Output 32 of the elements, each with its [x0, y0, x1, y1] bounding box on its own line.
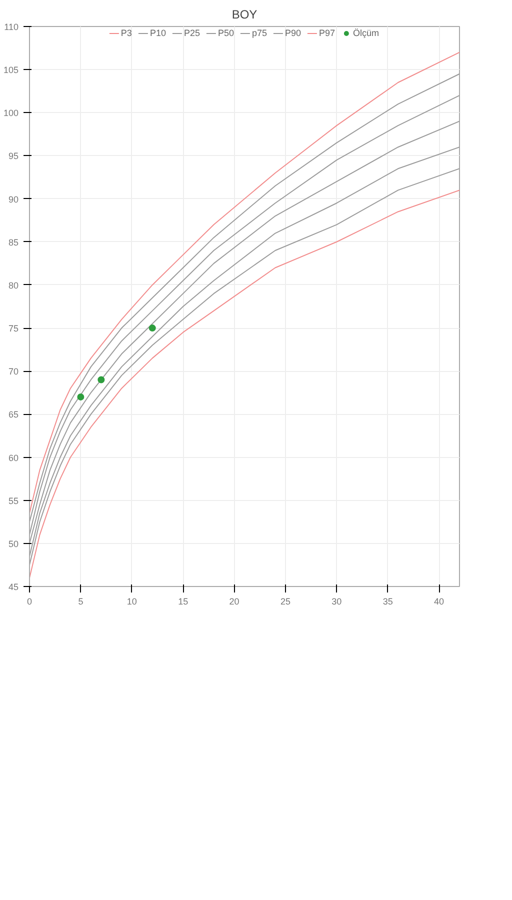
legend-label: P25	[184, 28, 200, 38]
y-tick-label: 50	[8, 538, 19, 549]
x-tick-label: 20	[229, 596, 240, 606]
legend-label: p75	[252, 28, 268, 38]
legend-label: P10	[150, 28, 166, 38]
y-tick-label: 95	[8, 151, 19, 162]
y-tick-label: 80	[8, 280, 19, 290]
x-tick-label: 10	[126, 596, 137, 606]
x-tick-label: 25	[280, 596, 290, 606]
y-tick-label: 105	[3, 65, 19, 76]
y-tick-label: 55	[8, 496, 19, 506]
y-tick-label: 110	[4, 22, 19, 32]
legend-label: P90	[285, 28, 302, 38]
chart-title: BOY	[232, 8, 258, 22]
y-tick-label: 90	[8, 194, 19, 204]
y-tick-label: 65	[8, 410, 19, 420]
y-tick-label: 85	[8, 237, 19, 248]
y-tick-label: 100	[3, 108, 19, 118]
x-tick-label: 35	[382, 596, 393, 606]
x-tick-label: 5	[78, 596, 84, 606]
legend-label: P97	[319, 28, 336, 38]
y-tick-label: 75	[8, 324, 19, 334]
x-tick-label: 30	[332, 596, 342, 606]
y-tick-label: 45	[8, 582, 19, 592]
x-tick-label: 15	[178, 596, 188, 606]
legend-label: Ölçüm	[353, 28, 380, 38]
y-tick-label: 60	[8, 452, 19, 463]
y-tick-label: 70	[8, 366, 19, 377]
x-tick-label: 40	[434, 596, 444, 606]
legend-label: P3	[120, 28, 132, 38]
legend-label: P50	[218, 28, 234, 38]
x-tick-label: 0	[26, 596, 32, 606]
